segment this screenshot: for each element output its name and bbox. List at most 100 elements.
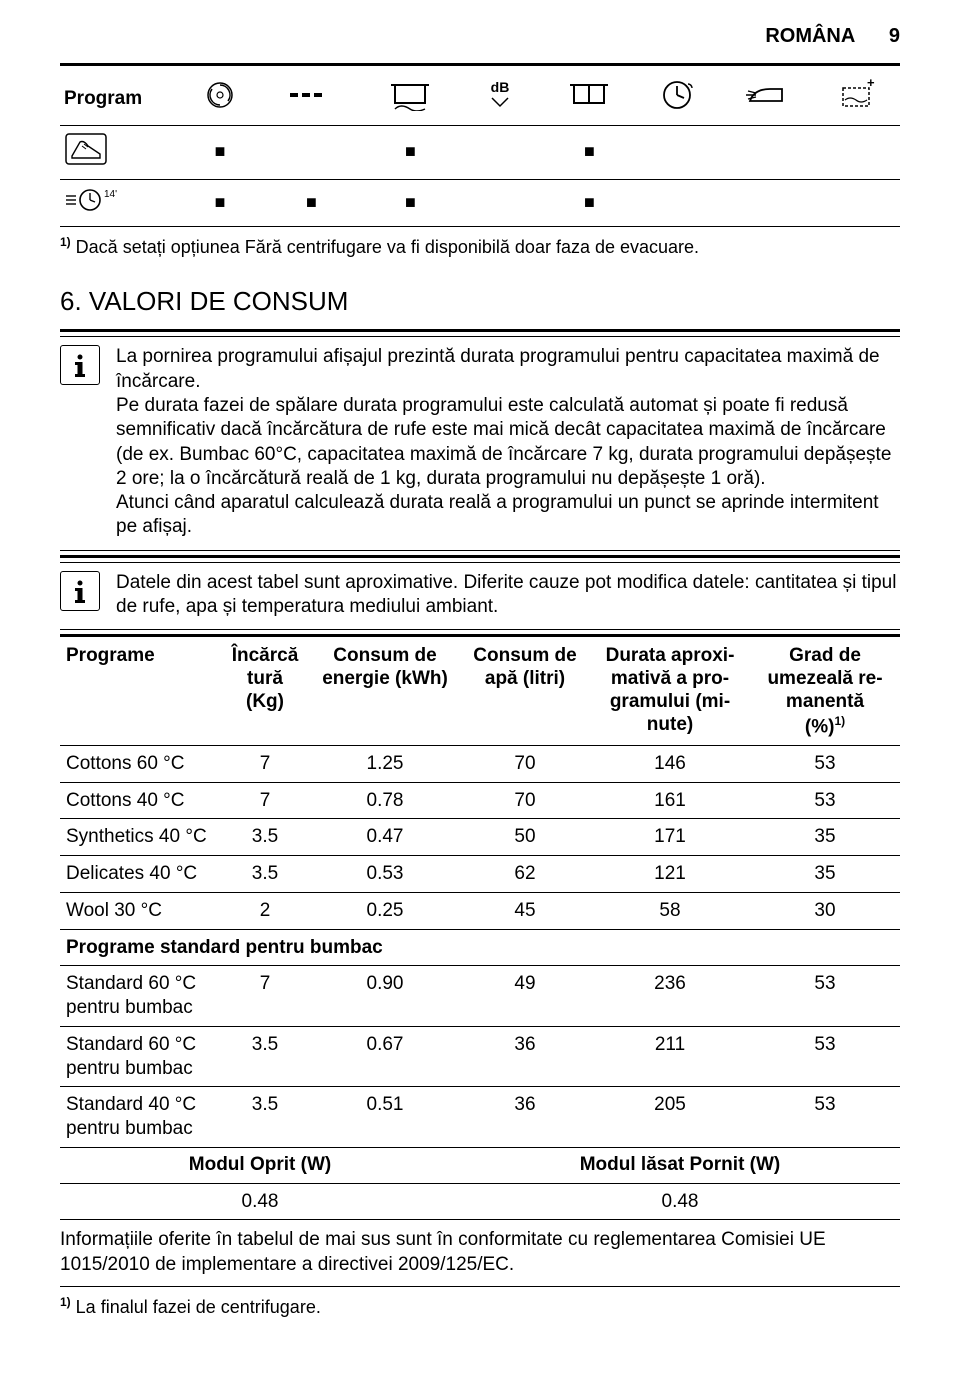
mark: ■ bbox=[405, 192, 416, 212]
page-number: 9 bbox=[889, 25, 900, 47]
ct-energy: 0.47 bbox=[310, 819, 460, 856]
final-foot-marker: 1) bbox=[60, 1295, 71, 1309]
ct-head-duration: Durata aproxi- mativă a pro- gramului (m… bbox=[590, 636, 750, 746]
ct-final-footnote: 1) La finalul fazei de centrifugare. bbox=[60, 1295, 900, 1319]
svg-text:+: + bbox=[867, 78, 875, 90]
mark-cell: ■ bbox=[180, 125, 260, 179]
options-table: Program dB + ■ ■ ■ bbox=[60, 72, 900, 227]
options-footnote: 1) Dacă setați opțiunea Fără centrifugar… bbox=[60, 235, 900, 259]
ct-load: 3.5 bbox=[220, 856, 310, 893]
ct-dur: 146 bbox=[590, 745, 750, 782]
ct-hum: 53 bbox=[750, 782, 900, 819]
ct-head-load: Încărcă tură (Kg) bbox=[220, 636, 310, 746]
ct-dur: 236 bbox=[590, 966, 750, 1027]
ct-energy: 1.25 bbox=[310, 745, 460, 782]
extra-rinse-icon: + bbox=[812, 72, 900, 125]
ct-power-off-head: Modul Oprit (W) bbox=[60, 1147, 460, 1183]
ct-load: 3.5 bbox=[220, 1087, 310, 1148]
ct-section-label: Programe standard pentru bumbac bbox=[60, 929, 900, 966]
ct-energy: 0.25 bbox=[310, 892, 460, 929]
ct-head-programe: Programe bbox=[60, 636, 220, 746]
ct-water: 70 bbox=[460, 745, 590, 782]
ct-row: Standard 60 °C pentru bumbac 3.5 0.67 36… bbox=[60, 1026, 900, 1087]
delay-icon bbox=[637, 72, 717, 125]
ct-row: Delicates 40 °C 3.5 0.53 62 121 35 bbox=[60, 856, 900, 893]
ct-head-humidity-sup: 1) bbox=[834, 714, 845, 728]
ct-energy: 0.53 bbox=[310, 856, 460, 893]
info-icon-col bbox=[60, 345, 116, 540]
ct-water: 62 bbox=[460, 856, 590, 893]
mark: ■ bbox=[215, 192, 226, 212]
ct-water: 36 bbox=[460, 1087, 590, 1148]
rule bbox=[60, 63, 900, 66]
ct-water: 49 bbox=[460, 966, 590, 1027]
ct-power-off-val: 0.48 bbox=[60, 1183, 460, 1220]
ct-water: 50 bbox=[460, 819, 590, 856]
ct-load: 7 bbox=[220, 745, 310, 782]
ct-name: Delicates 40 °C bbox=[60, 856, 220, 893]
consumption-table-wrap: Programe Încărcă tură (Kg) Consum de ene… bbox=[60, 634, 900, 1220]
mark-cell bbox=[637, 179, 717, 227]
ct-hum: 53 bbox=[750, 1087, 900, 1148]
ct-energy: 0.78 bbox=[310, 782, 460, 819]
ct-hum: 53 bbox=[750, 966, 900, 1027]
ct-header-row: Programe Încărcă tură (Kg) Consum de ene… bbox=[60, 636, 900, 746]
page-header: ROMÂNA 9 bbox=[60, 24, 900, 49]
ct-dur: 58 bbox=[590, 892, 750, 929]
options-row-quick: 14' ■ ■ ■ ■ bbox=[60, 179, 900, 227]
info-icon-col bbox=[60, 571, 116, 620]
ct-hum: 30 bbox=[750, 892, 900, 929]
info-icon bbox=[60, 345, 100, 385]
ct-power-header-row: Modul Oprit (W) Modul lăsat Pornit (W) bbox=[60, 1147, 900, 1183]
ct-head-water: Consum de apă (litri) bbox=[460, 636, 590, 746]
mark-cell bbox=[717, 179, 812, 227]
ct-power-on-head: Modul lăsat Pornit (W) bbox=[460, 1147, 900, 1183]
mark-cell: ■ bbox=[180, 179, 260, 227]
ct-hum: 35 bbox=[750, 856, 900, 893]
ct-bottom-note: Informațiile oferite în tabelul de mai s… bbox=[60, 1220, 900, 1286]
db-icon: dB bbox=[458, 72, 542, 125]
ct-name: Standard 40 °C pentru bumbac bbox=[60, 1087, 220, 1148]
sports-shoe-icon bbox=[60, 125, 180, 179]
mark-cell bbox=[812, 179, 900, 227]
mark-cell: ■ bbox=[542, 125, 637, 179]
mark-cell: ■ bbox=[363, 179, 458, 227]
ct-head-humidity: Grad de umezeală re- manentă (%)1) bbox=[750, 636, 900, 746]
ct-hum: 35 bbox=[750, 819, 900, 856]
ct-head-humidity-text: Grad de umezeală re- manentă (%) bbox=[767, 645, 882, 737]
iron-icon bbox=[717, 72, 812, 125]
ct-water: 70 bbox=[460, 782, 590, 819]
ct-name: Cottons 60 °C bbox=[60, 745, 220, 782]
ct-power-on-val: 0.48 bbox=[460, 1183, 900, 1220]
info-text: La pornirea programului afișajul prezint… bbox=[116, 345, 900, 540]
split-basin-icon bbox=[542, 72, 637, 125]
ct-row: Standard 40 °C pentru bumbac 3.5 0.51 36… bbox=[60, 1087, 900, 1148]
svg-text:14': 14' bbox=[104, 189, 117, 200]
ct-row: Synthetics 40 °C 3.5 0.47 50 171 35 bbox=[60, 819, 900, 856]
ct-dur: 211 bbox=[590, 1026, 750, 1087]
ct-load: 3.5 bbox=[220, 819, 310, 856]
options-header-row: Program dB + bbox=[60, 72, 900, 125]
final-foot-text: La finalul fazei de centrifugare. bbox=[71, 1297, 321, 1317]
ct-name: Standard 60 °C pentru bumbac bbox=[60, 1026, 220, 1087]
ct-name: Synthetics 40 °C bbox=[60, 819, 220, 856]
mark: ■ bbox=[215, 141, 226, 161]
ct-water: 36 bbox=[460, 1026, 590, 1087]
mark-cell: ■ bbox=[542, 179, 637, 227]
basin-icon bbox=[363, 72, 458, 125]
ct-name: Wool 30 °C bbox=[60, 892, 220, 929]
svg-text:dB: dB bbox=[491, 79, 510, 95]
mark-cell bbox=[717, 125, 812, 179]
ct-power-value-row: 0.48 0.48 bbox=[60, 1183, 900, 1220]
ct-load: 3.5 bbox=[220, 1026, 310, 1087]
mark-cell bbox=[260, 125, 363, 179]
mark: ■ bbox=[584, 141, 595, 161]
ct-name: Cottons 40 °C bbox=[60, 782, 220, 819]
program-col-label: Program bbox=[60, 72, 180, 125]
ct-dur: 171 bbox=[590, 819, 750, 856]
mark-cell bbox=[458, 179, 542, 227]
ct-dur: 161 bbox=[590, 782, 750, 819]
mark-cell bbox=[458, 125, 542, 179]
ct-section-row: Programe standard pentru bumbac bbox=[60, 929, 900, 966]
info-block-1: La pornirea programului afișajul prezint… bbox=[60, 329, 900, 551]
